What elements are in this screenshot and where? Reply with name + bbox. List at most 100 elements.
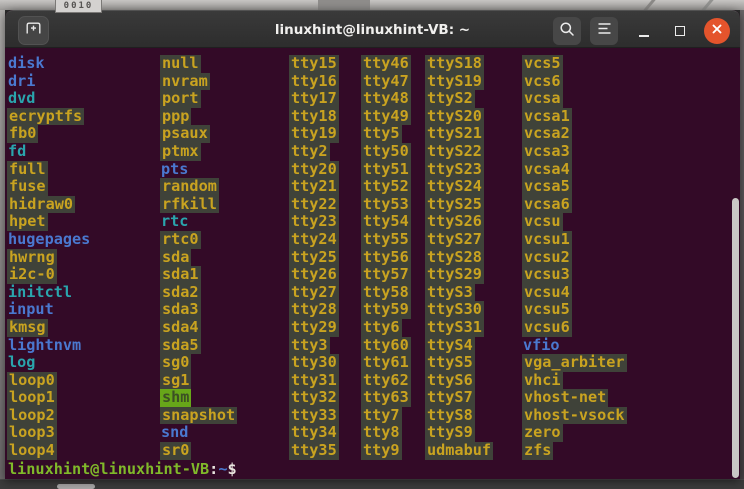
file-entry: sda5 [160, 335, 201, 355]
desktop-wallpaper-top [0, 0, 744, 16]
file-entry: tty15 [289, 54, 339, 73]
listing-row: disk [8, 54, 90, 73]
file-entry: tty27 [289, 282, 339, 302]
file-entry: ttyS29 [425, 265, 484, 284]
file-entry: fd [8, 141, 27, 160]
listing-row: tty47 [361, 72, 411, 91]
listing-row: hpet [7, 213, 90, 231]
file-entry: tty32 [289, 388, 339, 407]
listing-row: vhost-vsock [522, 406, 627, 425]
file-entry: tty58 [361, 282, 411, 302]
file-entry: ttyS2 [425, 89, 475, 108]
listing-row: tty30 [289, 353, 339, 372]
file-entry: kmsg [7, 317, 48, 337]
file-entry: ecryptfs [7, 106, 85, 126]
listing-row: log [8, 353, 90, 372]
listing-row: snapshot [160, 406, 238, 425]
file-entry: sda3 [160, 300, 201, 319]
menu-button[interactable] [590, 16, 618, 45]
listing-row: tty32 [289, 388, 339, 407]
listing-row: ttyS25 [425, 194, 493, 214]
file-entry: tty48 [361, 89, 411, 108]
listing-row: ttyS8 [425, 405, 493, 425]
wallpaper-patch [318, 0, 370, 10]
search-button[interactable] [553, 16, 581, 45]
minimize-button[interactable] [632, 17, 656, 45]
file-entry: pts [161, 159, 189, 178]
file-entry: tty35 [289, 441, 339, 460]
listing-row: snd [161, 424, 237, 442]
listing-row: tty25 [289, 248, 339, 267]
scrollbar-thumb[interactable] [732, 198, 739, 478]
listing-row: sda1 [160, 266, 237, 284]
file-entry: hwrng [7, 247, 57, 267]
listing-row: vcsa5 [522, 178, 627, 196]
titlebar[interactable]: linuxhint@linuxhint-VB: ~ [5, 10, 740, 48]
listing-column: tty15 tty16 tty17 tty18 tty19 tty2 tty20 tty21 t… [289, 54, 339, 460]
new-tab-button[interactable] [18, 16, 49, 45]
listing-row: ttyS29 [425, 265, 493, 284]
listing-row: vcs6 [522, 72, 627, 91]
file-entry: vhci [522, 370, 563, 390]
listing-row: sg1 [160, 371, 237, 390]
file-entry: tty59 [361, 300, 411, 319]
listing-column: disk dri dvd ecryptfs fb0 fd full fuse hidraw0 hp… [7, 54, 90, 460]
file-entry: tty6 [361, 317, 402, 337]
titlebar-controls [544, 16, 730, 45]
file-entry: vcsu [522, 212, 563, 231]
file-entry: tty9 [361, 441, 402, 460]
file-entry: tty51 [361, 159, 411, 179]
file-entry: ttyS18 [425, 54, 484, 73]
prompt-symbol: $ [227, 460, 237, 478]
listing-row: sr0 [160, 441, 237, 460]
file-entry: zero [522, 423, 563, 443]
listing-row: tty35 [289, 441, 339, 460]
listing-row: ttyS31 [425, 318, 493, 337]
listing-row: vcsu [522, 212, 627, 231]
file-entry: ttyS27 [425, 229, 484, 249]
listing-row: ppp [160, 107, 237, 126]
file-entry: tty7 [361, 405, 402, 425]
wallpaper-pill-shape [57, 484, 95, 489]
file-entry: nvram [160, 71, 210, 91]
listing-row: tty31 [289, 371, 339, 390]
listing-row: loop1 [7, 389, 90, 407]
file-entry: ttyS23 [425, 159, 484, 179]
listing-row: tty26 [289, 266, 339, 284]
file-entry: ttyS25 [425, 194, 484, 214]
listing-row: tty51 [361, 159, 411, 179]
file-entry: vcsa2 [522, 124, 572, 143]
listing-row: full [7, 160, 90, 179]
listing-row: vcsu1 [522, 230, 627, 249]
file-entry: tty53 [361, 194, 411, 214]
listing-row: dvd [8, 90, 90, 108]
terminal-screen[interactable]: disk dri dvd ecryptfs fb0 fd full fuse hidraw0 hp… [5, 48, 740, 479]
listing-row: zero [522, 423, 627, 443]
file-entry: tty52 [361, 177, 411, 196]
listing-row: fb0 [7, 125, 90, 143]
listing-row: tty23 [289, 213, 339, 231]
file-entry: vga_arbiter [522, 353, 627, 372]
maximize-button[interactable] [668, 17, 692, 45]
file-entry: ttyS8 [425, 405, 475, 425]
listing-row: tty9 [361, 441, 411, 460]
file-entry: hidraw0 [7, 194, 76, 214]
listing-row: tty3 [289, 335, 339, 355]
new-tab-icon [25, 21, 42, 40]
close-button[interactable] [704, 17, 730, 44]
listing-row: port [160, 90, 237, 108]
file-entry: vcs5 [522, 54, 563, 73]
file-entry: vcsu6 [522, 317, 572, 337]
listing-row: tty6 [361, 317, 411, 337]
listing-row: ttyS5 [425, 353, 493, 372]
file-entry: ttyS22 [425, 141, 484, 161]
listing-row: ttyS7 [425, 389, 493, 407]
listing-row: ttyS9 [425, 424, 493, 443]
file-entry: ttyS5 [425, 353, 475, 372]
file-entry: tty28 [289, 300, 339, 319]
file-entry: tty3 [289, 335, 330, 355]
shell-prompt: linuxhint@linuxhint-VB:~$ [8, 460, 237, 478]
listing-row: tty15 [289, 54, 339, 73]
listing-row: tty20 [289, 160, 339, 179]
listing-row: ttyS20 [425, 107, 493, 126]
